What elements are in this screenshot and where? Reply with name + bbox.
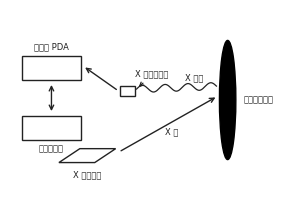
Text: X 光: X 光: [165, 128, 178, 137]
Text: 检测器 PDA: 检测器 PDA: [34, 42, 69, 51]
Text: X 光发射管: X 光发射管: [73, 171, 101, 180]
Text: X 荧光: X 荧光: [185, 73, 204, 82]
Text: 化学元素标记: 化学元素标记: [243, 95, 273, 104]
Ellipse shape: [219, 40, 236, 160]
Text: 安全数据库: 安全数据库: [39, 145, 64, 154]
Bar: [22, 116, 81, 140]
Bar: [120, 86, 135, 96]
Bar: [22, 56, 81, 80]
Text: X 荧光探测器: X 荧光探测器: [135, 69, 168, 78]
Polygon shape: [59, 149, 116, 163]
